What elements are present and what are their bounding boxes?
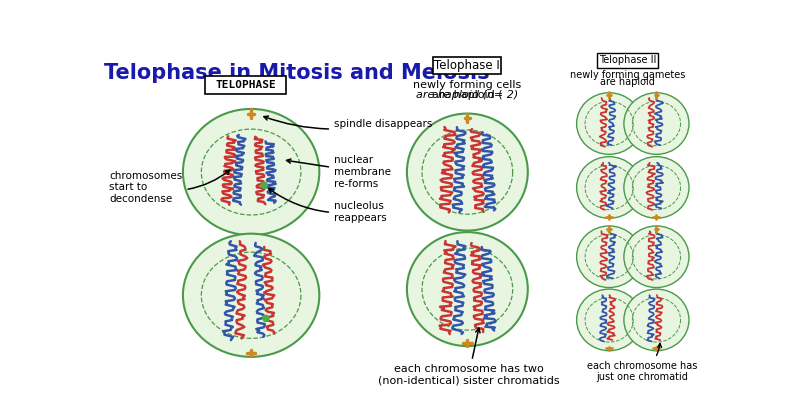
Ellipse shape (407, 113, 528, 231)
Ellipse shape (624, 226, 689, 288)
Text: each chromosome has two
(non-identical) sister chromatids: each chromosome has two (non-identical) … (378, 328, 560, 386)
Text: are haploid: are haploid (600, 77, 655, 87)
Ellipse shape (624, 93, 689, 154)
Text: nuclear
membrane
re-forms: nuclear membrane re-forms (286, 155, 391, 189)
FancyBboxPatch shape (597, 53, 658, 68)
Text: newly forming cells: newly forming cells (414, 80, 522, 89)
Ellipse shape (407, 232, 528, 346)
Text: nucleolus
reappears: nucleolus reappears (269, 189, 387, 223)
FancyBboxPatch shape (434, 57, 502, 74)
Circle shape (261, 182, 267, 188)
Text: Telophase II: Telophase II (599, 55, 657, 66)
Text: are haploid (​​​​​​​​​n​= 2): are haploid (​​​​​​​​​n​= 2) (416, 89, 518, 100)
Ellipse shape (577, 157, 642, 218)
Text: Telophase in Mitosis and Meiosis: Telophase in Mitosis and Meiosis (104, 63, 490, 84)
Ellipse shape (624, 157, 689, 218)
Text: each chromosome has
just one chromatid: each chromosome has just one chromatid (587, 344, 698, 382)
Text: chromosomes
start to
decondense: chromosomes start to decondense (110, 170, 230, 204)
Ellipse shape (183, 109, 319, 235)
Text: Telophase I: Telophase I (434, 59, 500, 72)
Text: are haploid (: are haploid ( (432, 89, 502, 100)
Ellipse shape (183, 234, 319, 357)
Ellipse shape (577, 226, 642, 288)
Ellipse shape (577, 93, 642, 154)
Circle shape (262, 315, 269, 321)
Ellipse shape (624, 289, 689, 351)
Ellipse shape (577, 289, 642, 351)
Text: newly forming gametes: newly forming gametes (570, 70, 686, 80)
FancyBboxPatch shape (206, 76, 286, 94)
Text: spindle disappears: spindle disappears (264, 116, 433, 129)
Text: TELOPHASE: TELOPHASE (215, 80, 276, 90)
